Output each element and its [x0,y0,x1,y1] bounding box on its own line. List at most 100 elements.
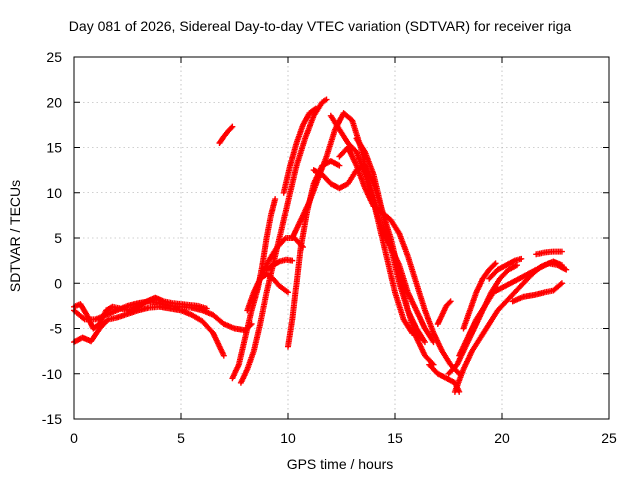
data-point-segment [486,261,498,273]
data-point-segment [289,282,300,323]
data-point [203,305,210,312]
x-tick-label: 0 [70,430,78,446]
data-point-segment [387,244,402,285]
data-point-segment [426,361,440,376]
data-point-segment [293,137,308,169]
data-point-segment [434,370,448,381]
data-point-segment [293,245,304,287]
data-point-segment [439,304,449,318]
data-point-segment [413,280,428,312]
data-point-segment [477,322,492,341]
data-point-segment [188,311,204,324]
y-tick-label: -10 [42,366,62,382]
y-tick-label: 10 [46,185,62,201]
data-point [518,255,525,262]
data-point-segment [494,262,508,273]
chart-title: Day 081 of 2026, Sidereal Day-to-day VTE… [68,18,572,34]
y-tick-label: -15 [42,411,62,427]
data-point-segment [383,253,398,294]
data-point-segment [413,307,428,330]
data-point-segment [327,158,341,168]
x-tick-label: 5 [177,430,185,446]
series-arc-18 [434,298,454,327]
data-point [312,105,319,112]
data-point-segment [443,299,453,309]
y-tick-label: 5 [54,230,62,246]
series-arc-22 [460,260,499,332]
data-point-segment [199,318,215,335]
series-arc-16 [353,135,428,346]
data-point-segment [336,126,350,145]
data-point [447,298,454,305]
data-point-segment [90,321,102,332]
data-point-segment [422,307,436,335]
data-point-segment [353,149,368,176]
data-point-segment [503,258,517,269]
y-tick-label: 25 [46,49,62,65]
data-layer [71,96,570,395]
data-point-segment [413,334,428,358]
data-point-segment [404,253,419,285]
data-point-segment [494,299,509,314]
data-point-segment [550,281,564,294]
data-point-segment [505,262,519,273]
data-point-segment [319,171,333,186]
data-point [563,266,570,273]
data-point-segment [533,262,547,273]
data-point-segment [344,168,359,187]
data-point [421,339,428,346]
series-arc-4 [216,123,236,146]
data-point-segment [336,181,350,192]
data-point-segment [511,281,526,296]
data-point-segment [443,375,457,385]
data-point-segment [265,245,280,264]
data-point-segment [370,171,385,213]
data-point-segment [306,106,318,117]
data-point-segment [404,307,419,330]
data-point-segment [460,309,473,332]
data-point-segment [460,349,475,373]
data-point-segment [285,164,300,205]
data-point-segment [300,111,312,128]
data-point-segment [451,367,466,395]
data-point-segment [274,236,288,251]
data-point-segment [486,268,500,282]
data-point-segment [413,325,427,344]
data-point-segment [466,290,479,314]
data-point-segment [392,289,406,321]
data-point [323,96,330,103]
data-point-segment [263,271,275,281]
data-point-segment [481,290,496,309]
data-point-segment [310,167,324,177]
data-point-segment [235,336,248,368]
data-point-segment [270,259,282,269]
y-tick-label: 20 [46,94,62,110]
series-arc-23 [486,255,525,282]
data-point-segment [297,209,310,251]
data-point-segment [396,230,411,258]
data-point-segment [531,289,547,298]
data-point [220,352,227,359]
data-point-segment [396,280,411,312]
data-point-segment [77,301,89,317]
data-point-segment [422,352,436,367]
data-point [289,257,296,264]
y-axis-label: SDTVAR / TECUs [7,179,23,293]
data-point-segment [306,177,321,205]
data-point-segment [297,200,312,223]
data-point-segment [323,128,338,160]
data-point-segment [496,268,511,282]
series-arc-21 [456,258,565,359]
data-point [272,196,279,203]
data-point-segment [379,207,394,249]
data-point-segment [445,363,459,377]
series-arc-24 [509,280,565,305]
data-point-segment [302,114,317,142]
data-point-segment [263,214,274,241]
data-point-segment [244,349,257,373]
data-point-segment [422,325,436,344]
data-point-segment [404,289,419,312]
x-tick-label: 25 [601,430,617,446]
x-axis-label: GPS time / hours [286,456,394,472]
